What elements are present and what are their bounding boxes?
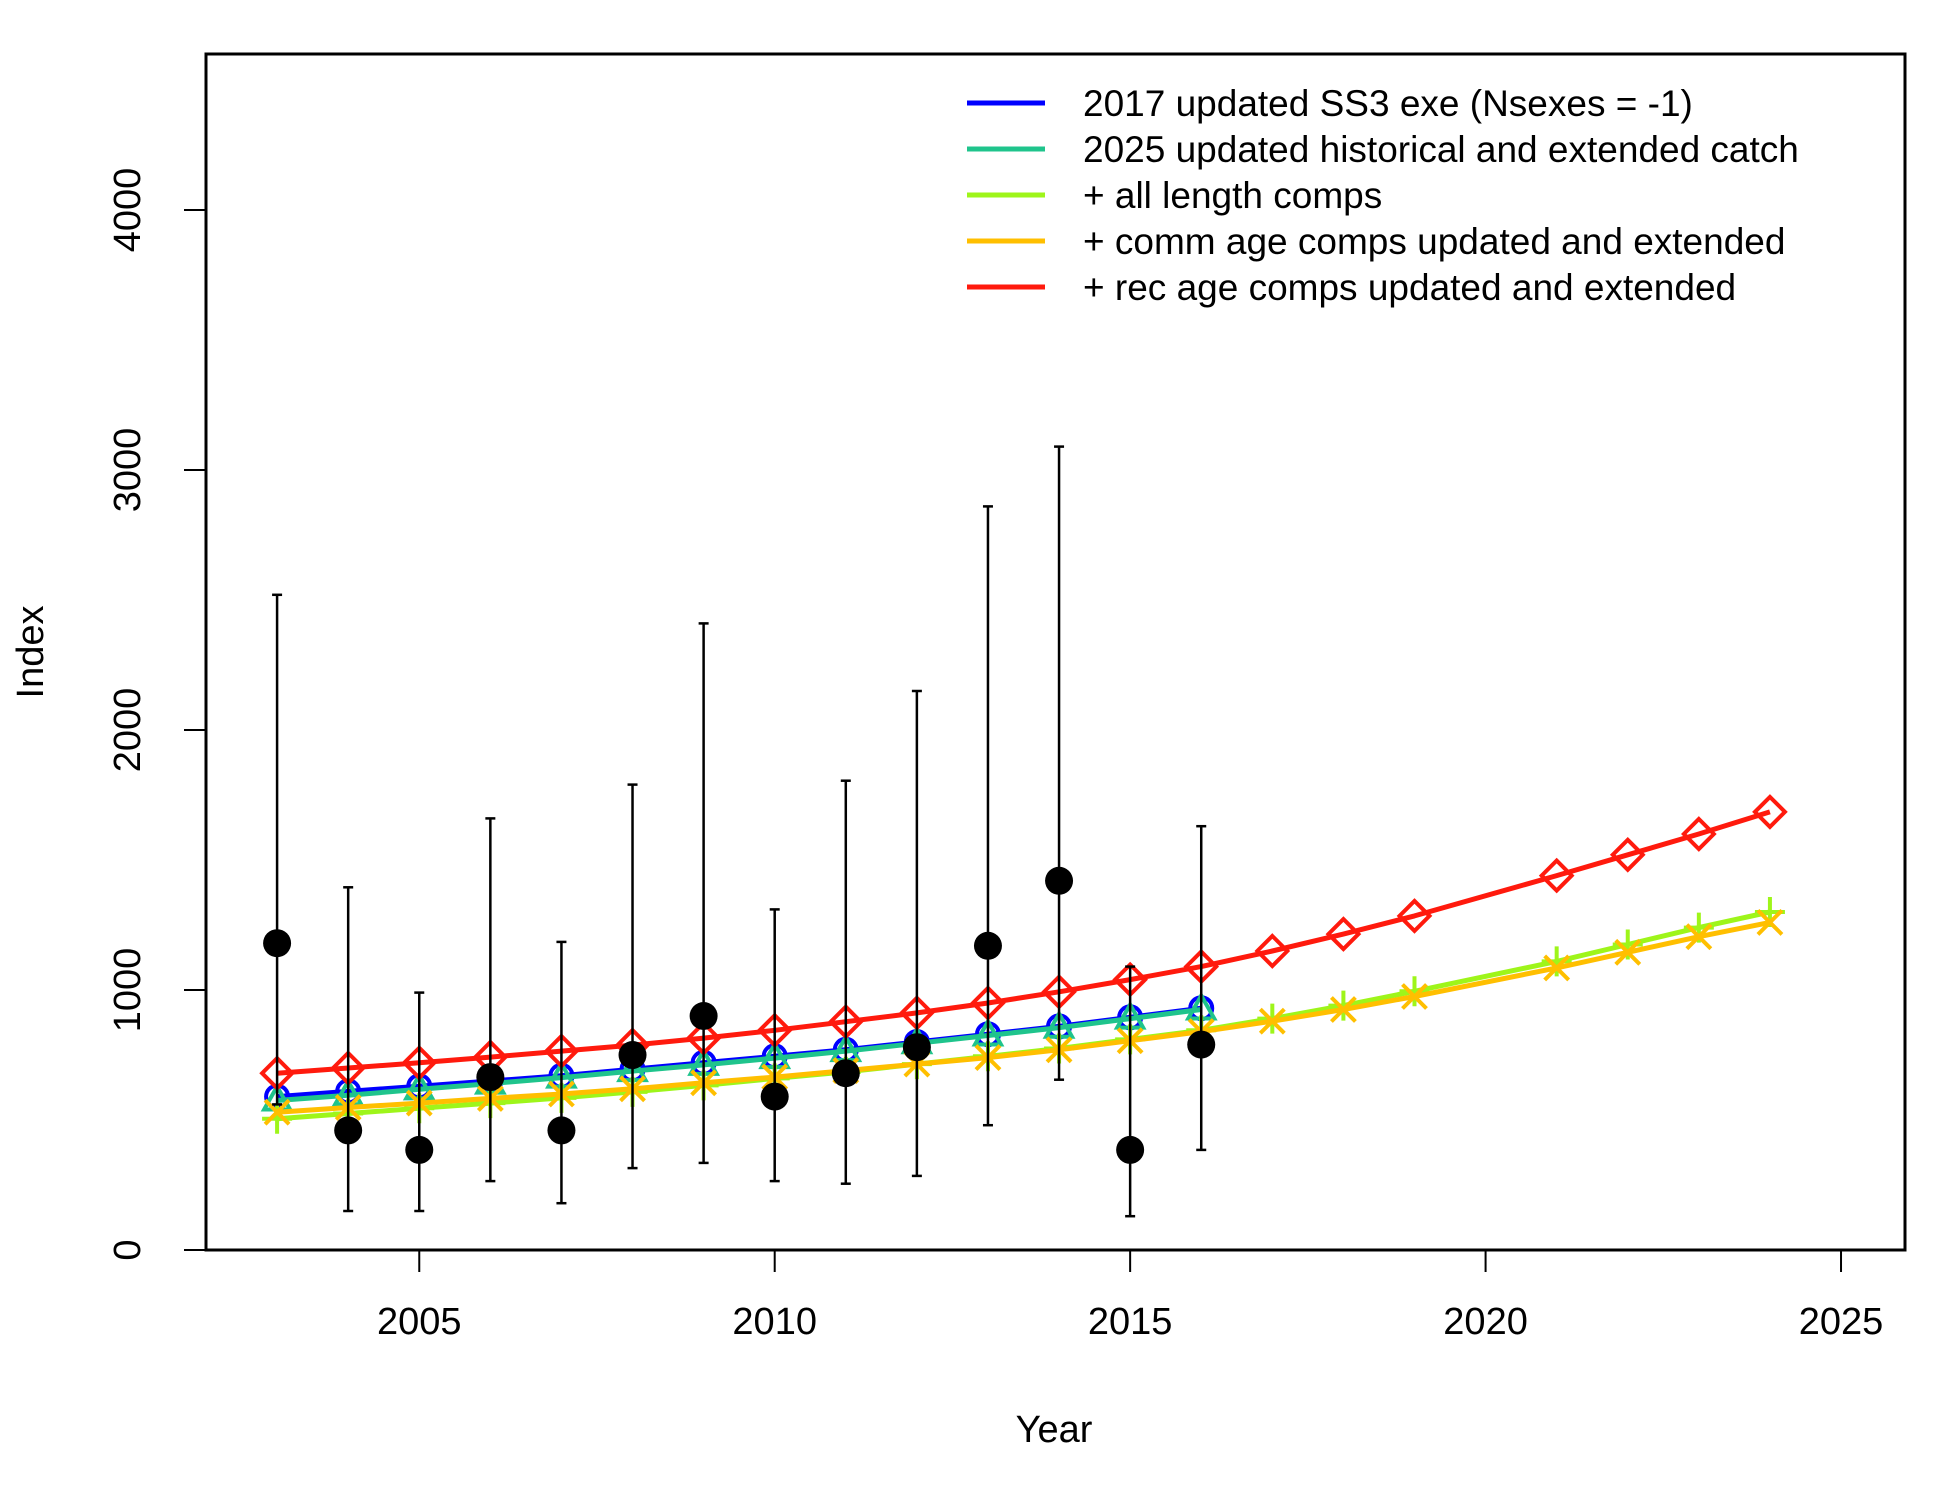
observed-point (476, 1063, 505, 1092)
x-tick-label: 2010 (732, 1301, 817, 1343)
y-tick-label: 4000 (107, 168, 149, 253)
series-point (1681, 816, 1717, 852)
legend-label: + all length comps (1083, 175, 1382, 216)
observed-point (263, 929, 292, 958)
observed-point (1116, 1135, 1145, 1164)
observed-point (689, 1002, 718, 1030)
y-axis-label: Index (10, 606, 52, 699)
series-point (1752, 794, 1788, 830)
series-point (1541, 946, 1572, 977)
series-point (263, 1098, 291, 1126)
series-point (1396, 898, 1433, 934)
series-point (1258, 1007, 1286, 1035)
series-point (1401, 983, 1428, 1010)
legend-label: 2017 updated SS3 exe (Nsexes = -1) (1083, 83, 1693, 124)
y-tick-label: 2000 (107, 688, 149, 773)
y-axis: 0 1000 2000 3000 4000 (107, 168, 207, 1261)
series-point (1685, 923, 1713, 951)
legend-item-2017-updated-ss3-exe-nsexes-1: 2017 updated SS3 exe (Nsexes = -1) (967, 83, 1693, 124)
series-layer (259, 794, 1788, 1134)
legend-label: + rec age comps updated and extended (1083, 267, 1736, 308)
series-point (1756, 908, 1784, 936)
series-point (1614, 938, 1642, 966)
series-point (1399, 976, 1430, 1007)
series-point (1609, 836, 1646, 873)
observed-point (1045, 866, 1074, 895)
observed-point (902, 1033, 931, 1062)
series-point (262, 1103, 293, 1134)
series-point (1538, 857, 1575, 894)
series-point (1329, 996, 1357, 1023)
x-axis: 2005 2010 2015 2020 2025 (377, 1249, 1884, 1343)
legend-label: + comm age comps updated and extended (1083, 221, 1785, 262)
x-tick-label: 2025 (1799, 1301, 1884, 1343)
legend-label: 2025 updated historical and extended cat… (1083, 129, 1799, 170)
series-point (1254, 933, 1291, 969)
observed-layer (263, 445, 1216, 1218)
observed-point (760, 1082, 789, 1111)
y-tick-label: 1000 (107, 948, 149, 1033)
legend-item-all-length-comps: + all length comps (967, 175, 1382, 216)
observed-point (334, 1116, 363, 1145)
observed-point (405, 1135, 434, 1164)
y-tick-label: 3000 (107, 428, 149, 513)
observed-point (831, 1059, 860, 1088)
series-point (1543, 954, 1571, 982)
observed-point (973, 931, 1002, 960)
legend-item-2025-updated-historical-and-extended-catch: 2025 updated historical and extended cat… (967, 129, 1799, 170)
y-tick-label: 0 (107, 1239, 149, 1260)
observed-point (1187, 1030, 1216, 1059)
observed-point (618, 1041, 647, 1069)
legend-item-comm-age-comps-updated-and-extended: + comm age comps updated and extended (967, 221, 1785, 262)
observed-point (547, 1116, 576, 1145)
legend: 2017 updated SS3 exe (Nsexes = -1) 2025 u… (967, 83, 1799, 308)
x-axis-label: Year (1016, 1409, 1093, 1451)
legend-item-rec-age-comps-updated-and-extended: + rec age comps updated and extended (967, 267, 1736, 308)
series-point (1325, 916, 1362, 952)
x-tick-label: 2020 (1443, 1301, 1528, 1343)
x-tick-label: 2015 (1088, 1301, 1173, 1343)
x-tick-label: 2005 (377, 1301, 462, 1343)
series-line (276, 1007, 1202, 1103)
